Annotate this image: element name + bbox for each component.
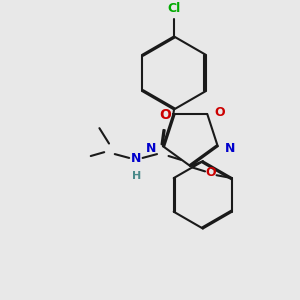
Text: N: N	[146, 142, 156, 154]
Text: H: H	[132, 171, 142, 182]
Text: O: O	[214, 106, 225, 118]
Text: N: N	[224, 142, 235, 154]
Text: Cl: Cl	[167, 2, 181, 15]
Text: O: O	[159, 108, 171, 122]
Text: O: O	[206, 166, 216, 179]
Text: N: N	[131, 152, 141, 165]
